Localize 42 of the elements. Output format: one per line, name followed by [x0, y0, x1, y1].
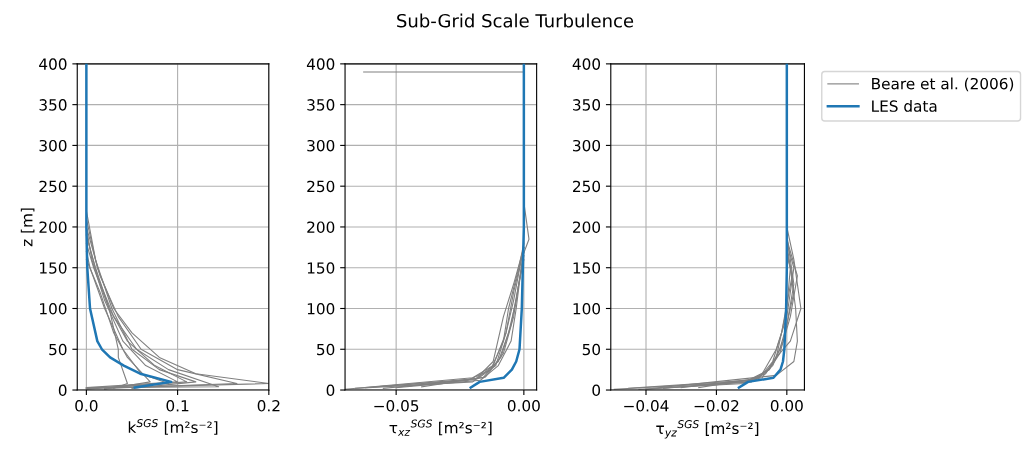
y-tick-label: 250: [39, 180, 67, 193]
legend-label: LES data: [872, 100, 937, 112]
y-tick-label: 50: [49, 343, 67, 356]
chart-title: Sub-Grid Scale Turbulence: [397, 13, 634, 28]
x-tick-label: 0.0: [75, 400, 98, 412]
y-tick-label: 50: [582, 343, 601, 356]
y-tick-label: 350: [573, 99, 601, 111]
y-tick-label: 250: [573, 180, 601, 193]
x-tick-label: 0.00: [770, 400, 803, 412]
y-tick-label: 400: [306, 58, 335, 70]
legend-label: Beare et al. (2006): [872, 77, 1014, 92]
y-tick-label: 200: [573, 221, 601, 233]
y-tick-label: 150: [307, 262, 335, 274]
y-tick-label: 300: [307, 139, 335, 152]
y-axis-title: z [m]: [20, 208, 35, 247]
y-tick-label: 400: [39, 58, 67, 70]
x-axis-title: k$^{SGS}$ [m²s⁻²]: [128, 419, 218, 435]
y-tick-label: 0: [326, 384, 335, 397]
y-tick-label: 350: [39, 99, 67, 111]
y-tick-label: 200: [39, 221, 67, 233]
y-tick-label: 200: [307, 221, 335, 233]
y-tick-label: 400: [572, 58, 601, 70]
x-tick-label: −0.04: [624, 400, 669, 412]
y-tick-label: 100: [40, 302, 67, 315]
x-tick-label: −0.02: [694, 400, 739, 412]
y-tick-label: 0: [58, 384, 67, 397]
y-tick-label: 300: [39, 139, 67, 152]
y-tick-label: 100: [573, 302, 601, 315]
y-tick-label: 100: [307, 302, 335, 315]
y-tick-label: 300: [573, 139, 601, 152]
y-tick-label: 50: [317, 343, 335, 356]
y-tick-label: 150: [40, 262, 67, 274]
x-tick-label: 0.1: [166, 400, 189, 412]
y-tick-label: 250: [307, 180, 335, 193]
x-axis-title: τ$_{xz}$$^{SGS}$ [m²s⁻²]: [389, 419, 492, 436]
y-tick-label: 0: [592, 384, 601, 397]
x-axis-title: τ$_{yz}$$^{SGS}$ [m²s⁻²]: [656, 420, 759, 439]
x-tick-label: 0.00: [507, 400, 540, 412]
y-tick-label: 350: [307, 99, 335, 111]
y-tick-label: 150: [573, 262, 601, 274]
x-tick-label: 0.2: [257, 400, 280, 412]
x-tick-label: −0.05: [374, 400, 419, 412]
